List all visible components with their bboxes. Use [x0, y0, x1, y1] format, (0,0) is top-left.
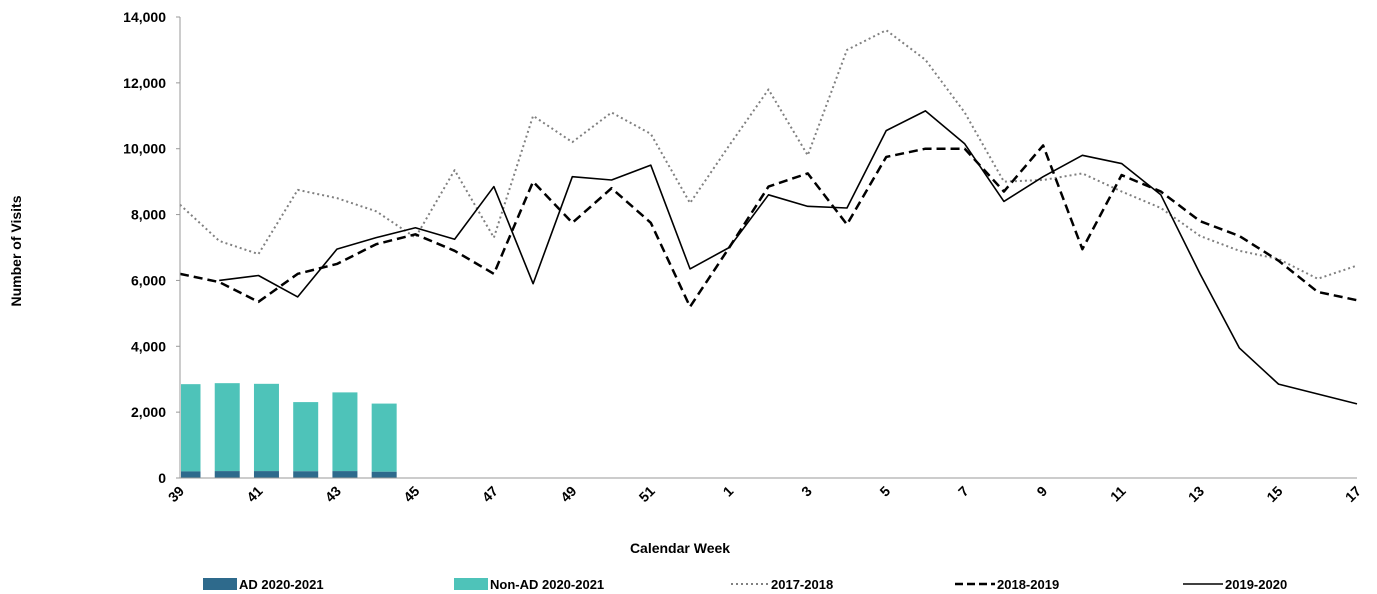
y-tick-label: 4,000 [131, 338, 166, 354]
bar-non-ad [371, 403, 397, 472]
x-tick-label: 5 [876, 483, 893, 500]
x-tick-label: 49 [557, 483, 579, 505]
y-tick-label: 6,000 [131, 272, 166, 288]
bar-ad [253, 471, 279, 478]
x-tick-label: 45 [400, 483, 422, 505]
bar-ad [181, 471, 201, 478]
bar-ad [214, 471, 240, 478]
x-tick-label: 43 [322, 483, 344, 505]
bar-non-ad [253, 383, 279, 472]
bar-non-ad [214, 383, 240, 472]
x-tick-label: 15 [1263, 483, 1285, 505]
bar-ad [371, 471, 397, 478]
x-tick-label: 7 [955, 483, 972, 500]
bar-non-ad [332, 392, 358, 472]
x-tick-label: 9 [1033, 483, 1050, 500]
x-tick-label: 47 [479, 483, 501, 505]
x-tick-label: 39 [165, 483, 187, 505]
y-tick-label: 2,000 [131, 404, 166, 420]
y-axis-title: Number of Visits [8, 195, 24, 306]
bar-non-ad [293, 402, 319, 472]
bars-layer [181, 383, 397, 478]
legend-label-2019-2020: 2019-2020 [1225, 577, 1287, 592]
x-tick-labels: 39 41 43 45 47 49 51 1 3 5 7 9 11 13 15 17 [165, 483, 1364, 505]
legend-label-2017-2018: 2017-2018 [771, 577, 833, 592]
bar-ad [293, 471, 319, 478]
bar-non-ad [181, 384, 201, 472]
legend-label-2018-2019: 2018-2019 [997, 577, 1059, 592]
legend-label-non-ad: Non-AD 2020-2021 [490, 577, 604, 592]
legend-swatch-ad [203, 578, 237, 590]
x-tick-label: 17 [1342, 483, 1364, 505]
series-line-2017-2018 [179, 29, 1358, 280]
x-axis-title: Calendar Week [630, 540, 730, 556]
series-line-2018-2019 [179, 144, 1358, 309]
x-tick-label: 1 [720, 483, 737, 500]
x-tick-label: 11 [1107, 483, 1129, 505]
y-tick-label: 10,000 [123, 141, 166, 157]
x-tick-label: 41 [243, 483, 265, 505]
y-tick-label: 8,000 [131, 207, 166, 223]
legend-swatch-non-ad [454, 578, 488, 590]
series-line-2019-2020 [219, 110, 1358, 405]
y-tick-label: 14,000 [123, 9, 166, 25]
axes-layer [179, 17, 1357, 479]
x-tick-label: 3 [798, 483, 815, 500]
legend-label-ad: AD 2020-2021 [239, 577, 324, 592]
y-tick-labels: 0 2,000 4,000 6,000 8,000 10,000 12,000 14,000 [123, 9, 180, 486]
x-tick-label: 51 [636, 483, 658, 505]
bar-ad [332, 471, 358, 478]
lines-layer [179, 29, 1358, 405]
y-tick-label: 0 [158, 470, 166, 486]
legend: AD 2020-2021 Non-AD 2020-2021 2017-2018 … [203, 577, 1287, 592]
x-tick-label: 13 [1185, 483, 1207, 505]
y-tick-label: 12,000 [123, 75, 166, 91]
